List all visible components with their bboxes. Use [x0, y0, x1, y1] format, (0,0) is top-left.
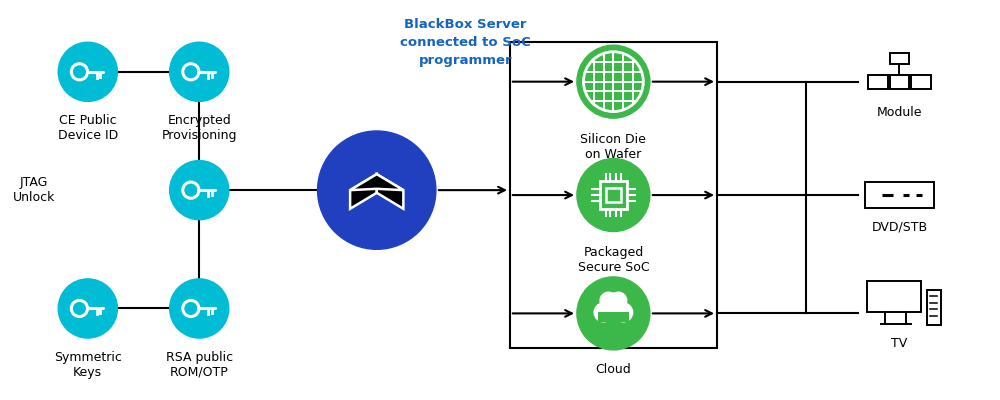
FancyBboxPatch shape: [867, 281, 921, 312]
FancyBboxPatch shape: [911, 75, 931, 88]
Circle shape: [610, 292, 627, 309]
Circle shape: [58, 42, 117, 101]
Text: Symmetric
Keys: Symmetric Keys: [54, 351, 122, 379]
Circle shape: [614, 303, 633, 322]
Circle shape: [58, 279, 117, 338]
Circle shape: [600, 292, 617, 309]
Text: JTAG
Unlock: JTAG Unlock: [12, 176, 55, 204]
FancyBboxPatch shape: [598, 312, 629, 322]
FancyBboxPatch shape: [890, 75, 909, 88]
FancyBboxPatch shape: [927, 290, 941, 325]
Text: Packaged
Secure SoC: Packaged Secure SoC: [578, 246, 649, 274]
Circle shape: [600, 293, 627, 320]
Circle shape: [577, 277, 650, 350]
Text: TV: TV: [891, 337, 908, 350]
Circle shape: [318, 131, 436, 249]
Circle shape: [170, 279, 229, 338]
Text: Cloud: Cloud: [596, 363, 631, 376]
Text: Encrypted
Provisioning: Encrypted Provisioning: [161, 114, 237, 142]
FancyBboxPatch shape: [890, 53, 909, 64]
Text: RSA public
ROM/OTP: RSA public ROM/OTP: [166, 351, 233, 379]
FancyBboxPatch shape: [868, 75, 888, 88]
Circle shape: [170, 160, 229, 220]
Circle shape: [594, 303, 613, 322]
Polygon shape: [377, 174, 403, 209]
Polygon shape: [350, 174, 403, 190]
Polygon shape: [350, 174, 377, 209]
Text: DVD/STB: DVD/STB: [871, 221, 927, 234]
Circle shape: [577, 45, 650, 118]
Text: Silicon Die
on Wafer: Silicon Die on Wafer: [580, 133, 646, 161]
Text: BlackBox Server
connected to SoC
programmer: BlackBox Server connected to SoC program…: [400, 18, 531, 66]
Circle shape: [170, 42, 229, 101]
FancyBboxPatch shape: [865, 182, 934, 208]
Text: CE Public
Device ID: CE Public Device ID: [58, 114, 118, 142]
Text: Module: Module: [877, 106, 922, 119]
Circle shape: [577, 158, 650, 232]
